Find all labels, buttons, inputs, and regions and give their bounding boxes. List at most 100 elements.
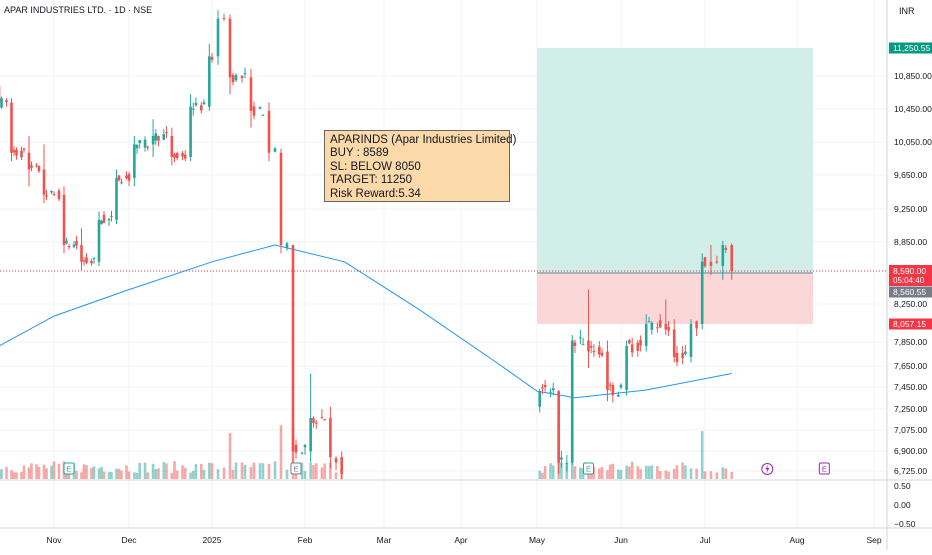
volume-bar [189,473,192,479]
candle-body [0,98,3,107]
volume-bar [232,470,235,479]
candle-body [50,191,53,192]
volume-bar [13,472,16,479]
volume-bar [235,462,238,479]
candle-body [329,418,332,457]
volume-bar [538,471,541,479]
candle-body [232,75,235,82]
volume-bar [128,471,131,479]
candle [323,419,326,420]
candle-body [128,174,131,181]
volume-bar [716,472,719,479]
volume-bar [208,463,211,479]
volume-bar [681,463,684,479]
candle-body [335,458,338,462]
volume-bar [28,467,31,479]
candle-body [250,77,253,111]
volume-bar [125,465,128,479]
candle-body [20,151,23,157]
time-tick-label: Feb [298,535,313,545]
candle-body [544,385,547,387]
volume-bar [223,467,226,479]
candle-body [651,323,654,330]
volume-bar [165,463,168,479]
candle [701,253,704,329]
volume-bar [625,466,628,479]
candle-body [118,175,121,180]
volume-bar [146,472,149,479]
earnings-marker-icon[interactable]: E [583,463,593,474]
earnings-marker-icon[interactable]: E [64,463,74,474]
candle-body [716,262,719,263]
volume-bar [192,471,195,479]
target-price-tag: 11,250.55 [889,43,932,54]
candle-body [157,136,160,141]
volume-bar [250,467,253,479]
time-tick-label: Mar [377,535,392,545]
volume-bar [171,473,174,479]
candle [690,319,693,362]
volume-bar [176,471,179,479]
candle-body [152,136,155,144]
candle-body [617,395,620,397]
svg-text:E: E [66,465,71,474]
candle-body [15,150,18,156]
currency-label[interactable]: INR [899,6,915,16]
candle-body [63,195,66,245]
volume-bar [648,466,651,479]
svg-text:E: E [822,465,827,474]
symbol-title[interactable]: APAR INDUSTRIES LTD. · 1D · NSE [4,5,152,15]
price-tick-label: 7,850.00 [894,337,927,347]
volume-bar [157,468,160,479]
time-tick-label: Aug [789,535,804,545]
loss-zone [537,274,813,324]
volume-bar [321,467,324,479]
volume-bar [645,466,648,479]
candle [10,98,13,161]
candle-body [53,194,56,195]
candle-body [200,105,203,110]
price-tick-label: 6,725.00 [894,466,927,476]
volume-bar [133,472,136,479]
candle-body [637,343,640,351]
volume-bar [244,465,247,479]
volume-bar [195,464,198,479]
time-tick-label: Jul [700,535,711,545]
volume-bar [229,433,232,479]
volume-bar [181,465,184,479]
volume-bar [598,468,601,479]
volume-bar [695,469,698,479]
volume-bar [115,469,118,479]
lightning-marker-icon[interactable] [762,464,773,475]
candle-body [154,133,157,140]
volume-bar [280,425,283,479]
annotation-line: BUY : 8589 [330,147,504,160]
time-tick-label: Jun [614,535,628,545]
volume-bar [23,465,26,479]
volume-bar [676,465,679,479]
earnings-marker-icon[interactable]: E [819,463,829,474]
volume-bar [667,472,670,479]
volume-bar [730,472,733,479]
candle-body [571,341,574,463]
price-tick-label: 9,250.00 [894,204,927,214]
price-tick-label: 10,050.00 [894,137,932,147]
indicator-axis[interactable]: 0.500.00−0.50 [894,481,916,529]
candle-body [574,342,577,346]
candle-body [639,340,642,345]
volume-bar [541,473,544,479]
indicator-tick-label: 0.50 [894,481,911,491]
earnings-marker-icon[interactable]: E [291,463,301,474]
candle-body [80,245,83,262]
candle-body [710,262,713,266]
volume-bar [601,467,604,479]
candle [571,335,574,465]
candle-body [587,341,590,352]
volume-bar [684,465,687,479]
volume-bar [93,466,96,479]
indicator-pane[interactable] [0,480,887,528]
